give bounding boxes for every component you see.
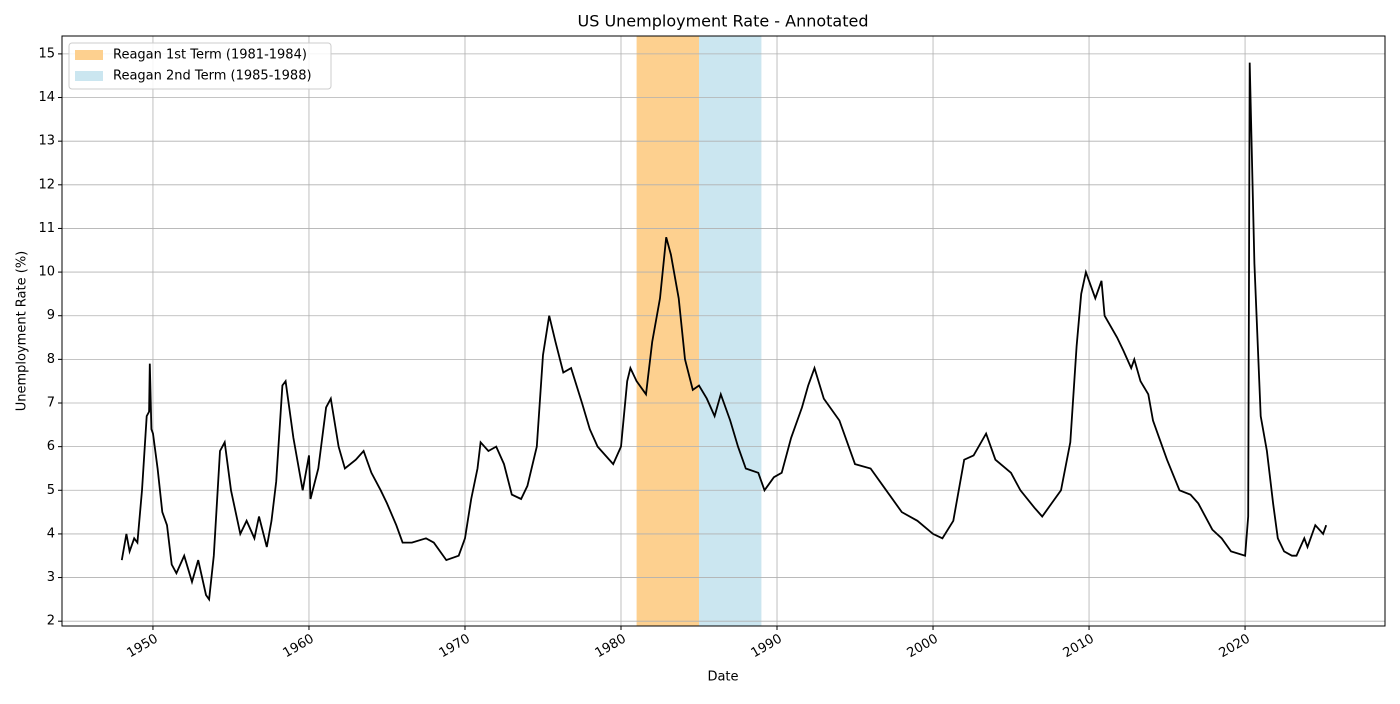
x-tick-label: 1980 — [593, 632, 629, 662]
x-tick-label: 2020 — [1217, 632, 1253, 662]
y-tick-label: 13 — [38, 134, 55, 149]
legend-swatch — [75, 50, 103, 60]
y-tick-label: 8 — [47, 352, 55, 367]
y-tick-label: 9 — [47, 308, 55, 323]
x-axis-label: Date — [707, 670, 738, 685]
y-tick-label: 4 — [47, 526, 55, 541]
y-tick-label: 14 — [38, 90, 55, 105]
y-axis-label: Unemployment Rate (%) — [15, 251, 30, 412]
legend-label: Reagan 1st Term (1981-1984) — [113, 48, 307, 63]
legend-swatch — [75, 71, 103, 81]
y-tick-label: 12 — [38, 177, 55, 192]
y-tick-label: 3 — [47, 570, 55, 585]
x-tick-label: 1950 — [125, 632, 161, 662]
y-tick-label: 6 — [47, 439, 55, 454]
y-tick-label: 11 — [38, 221, 55, 236]
term-span — [636, 36, 700, 626]
legend-box — [68, 42, 332, 90]
x-tick-label: 1970 — [437, 632, 473, 662]
y-tick-label: 10 — [38, 265, 55, 280]
chart-title: US Unemployment Rate - Annotated — [577, 12, 868, 31]
y-tick-label: 7 — [47, 396, 55, 411]
x-tick-label: 1960 — [281, 632, 317, 662]
x-tick-label: 2000 — [905, 632, 941, 662]
y-tick-label: 5 — [47, 483, 55, 498]
plot-frame — [61, 35, 1386, 627]
legend-label: Reagan 2nd Term (1985-1988) — [113, 69, 312, 84]
x-tick-label: 1990 — [749, 632, 785, 662]
y-tick-label: 2 — [47, 614, 55, 629]
x-tick-label: 2010 — [1061, 632, 1097, 662]
unemployment-line — [120, 62, 1328, 602]
term-span — [699, 36, 762, 626]
y-tick-label: 15 — [38, 46, 55, 61]
